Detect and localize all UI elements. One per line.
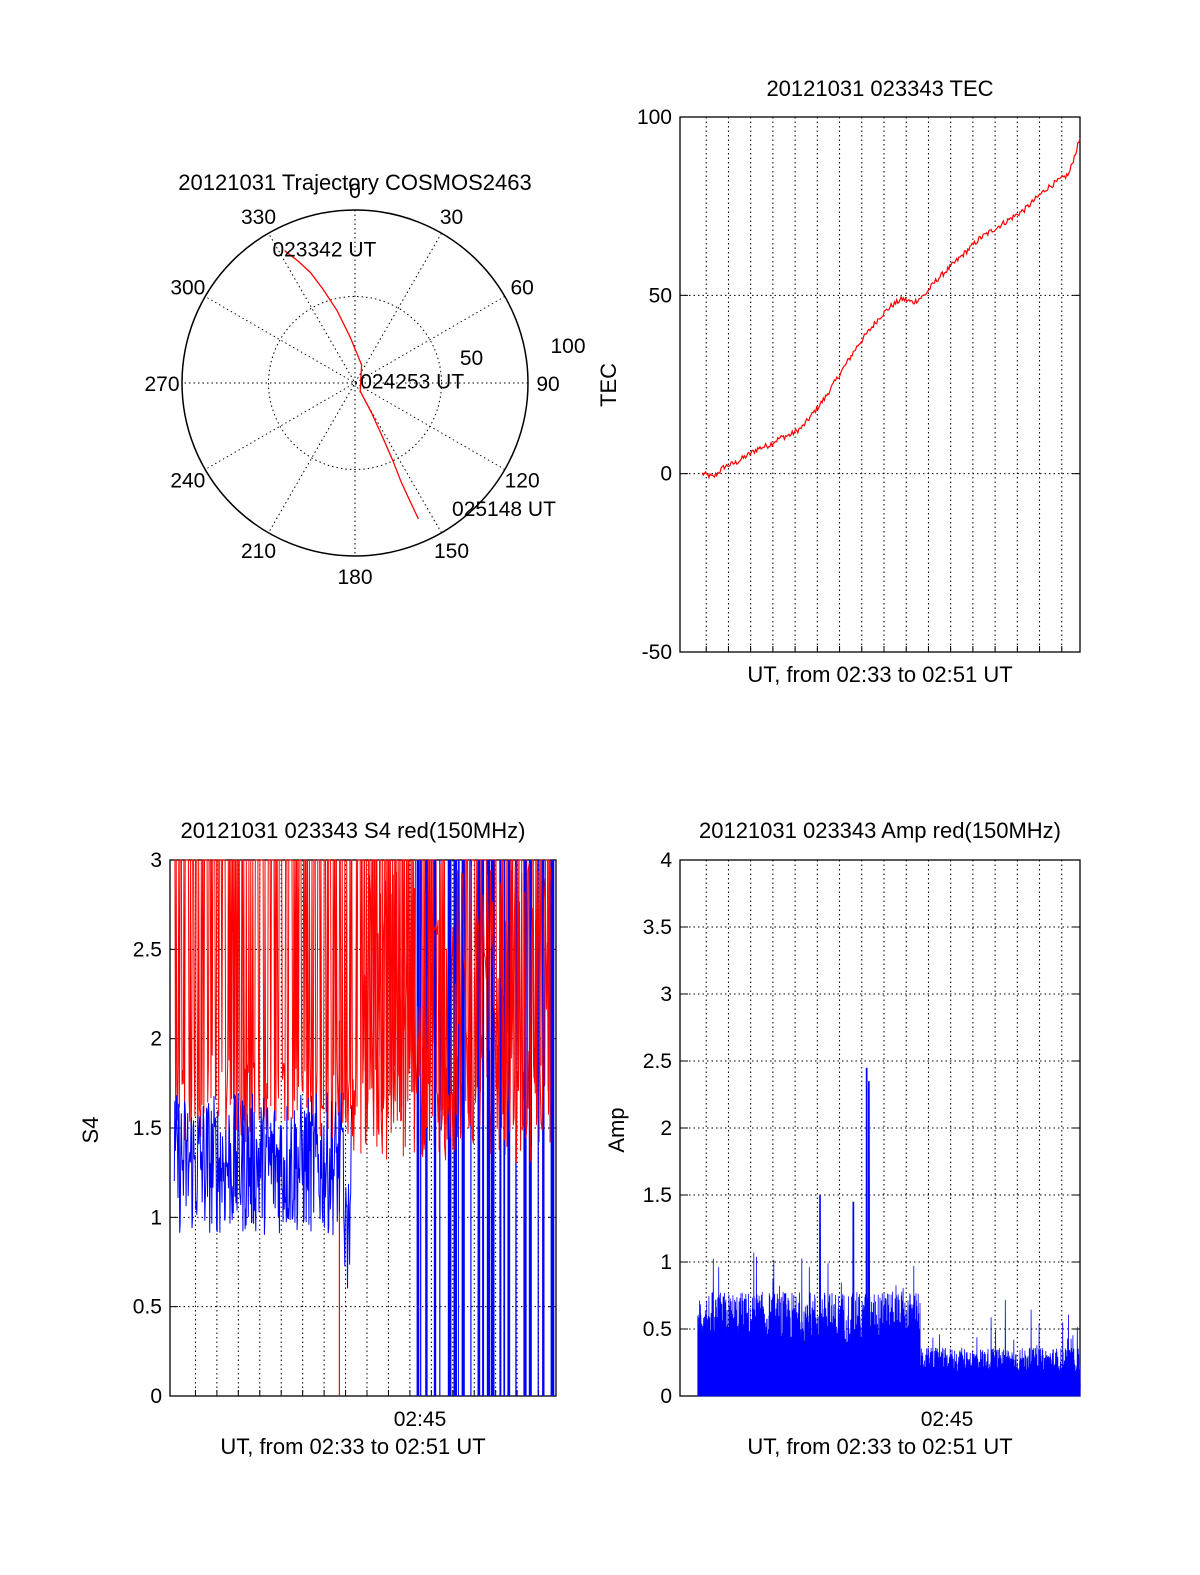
s4-blue-bar — [537, 860, 539, 1396]
polar-azimuth-label: 300 — [170, 277, 205, 300]
amp-ytick-label: 2 — [660, 1117, 672, 1140]
s4-blue-bar — [482, 860, 485, 1396]
amp-ytick-label: 3.5 — [643, 916, 672, 939]
amp-ytick-label: 1 — [660, 1251, 672, 1274]
s4-ytick-label: 0.5 — [133, 1296, 162, 1319]
amp-title: 20121031 023343 Amp red(150MHz) — [699, 818, 1061, 843]
s4-ylabel: S4 — [78, 1117, 103, 1144]
s4-ytick-label: 0 — [150, 1385, 162, 1408]
s4-ytick-label: 1 — [150, 1206, 162, 1229]
polar-trajectory-chart: 20121031 Trajectory COSMOS2463 0 30 60 90 12… — [144, 170, 585, 589]
s4-xlabel: UT, from 02:33 to 02:51 UT — [220, 1434, 485, 1459]
tec-series-line — [701, 138, 1081, 480]
polar-azimuth-label: 270 — [144, 373, 179, 396]
tec-frame — [679, 116, 1081, 653]
s4-blue-bar — [491, 860, 495, 1396]
polar-spoke — [204, 296, 506, 470]
tec-title: 20121031 023343 TEC — [766, 76, 993, 101]
amp-ytick-label: 1.5 — [643, 1184, 672, 1207]
s4-blue-bar — [416, 860, 420, 1396]
s4-blue-bar — [477, 860, 481, 1396]
polar-azimuth-label: 0 — [349, 180, 361, 203]
polar-azimuth-label: 150 — [434, 540, 469, 563]
s4-ytick-label: 2.5 — [133, 938, 162, 961]
tec-ylabel: TEC — [596, 363, 621, 407]
s4-blue-bar — [461, 860, 465, 1396]
s4-blue-bar — [453, 860, 457, 1396]
tec-ytick-label: -50 — [642, 641, 672, 664]
amp-xlabel: UT, from 02:33 to 02:51 UT — [747, 1434, 1012, 1459]
amp-blue-series — [697, 1067, 1081, 1397]
polar-azimuth-label: 60 — [510, 277, 533, 300]
polar-azimuth-label: 240 — [170, 470, 205, 493]
s4-title: 20121031 023343 S4 red(150MHz) — [181, 818, 526, 843]
s4-chart: 20121031 023343 S4 red(150MHz) UT, from … — [78, 818, 557, 1459]
s4-xtick-label: 02:45 — [394, 1408, 447, 1431]
s4-blue-bar — [420, 860, 422, 1396]
s4-blue-bar — [486, 860, 491, 1396]
amp-ytick-label: 2.5 — [643, 1050, 672, 1073]
s4-ytick-label: 3 — [150, 849, 162, 872]
tec-ytick-label: 50 — [649, 284, 672, 307]
s4-blue-bar — [439, 860, 441, 1396]
amp-ytick-label: 4 — [660, 849, 672, 872]
s4-blue-bar — [433, 860, 437, 1396]
amp-chart: 20121031 023343 Amp red(150MHz) UT, from… — [604, 818, 1081, 1459]
polar-azimuth-label: 330 — [241, 206, 276, 229]
s4-blue-bar — [523, 860, 527, 1396]
polar-azimuth-label: 210 — [241, 540, 276, 563]
s4-blue-series — [173, 1092, 353, 1289]
polar-azimuth-label: 30 — [440, 206, 463, 229]
polar-spoke — [204, 296, 506, 470]
s4-blue-bar — [542, 860, 545, 1396]
tec-ytick-label: 0 — [660, 463, 672, 486]
tec-xlabel: UT, from 02:33 to 02:51 UT — [747, 662, 1012, 687]
polar-radial-label: 50 — [460, 347, 483, 370]
amp-ylabel: Amp — [604, 1107, 629, 1152]
polar-title: 20121031 Trajectory COSMOS2463 — [178, 170, 531, 195]
s4-red-overlay — [362, 863, 552, 1163]
s4-blue-bar — [507, 860, 511, 1396]
s4-blue-bar — [499, 860, 502, 1396]
s4-ytick-label: 1.5 — [133, 1117, 162, 1140]
s4-blue-bar — [550, 860, 555, 1396]
polar-annotation: 025148 UT — [452, 498, 556, 521]
polar-annotation: 023342 UT — [272, 239, 376, 262]
s4-blue-bar — [470, 860, 472, 1396]
polar-spoke — [268, 232, 442, 534]
polar-spoke — [268, 232, 442, 534]
amp-ytick-label: 0.5 — [643, 1318, 672, 1341]
polar-radial-label: 100 — [550, 335, 585, 358]
s4-blue-bar — [457, 860, 459, 1396]
amp-ytick-label: 0 — [660, 1385, 672, 1408]
polar-trajectory-line — [284, 250, 419, 520]
polar-azimuth-label: 180 — [337, 566, 372, 589]
tec-chart: 20121031 023343 TEC UT, from 02:33 to 02… — [596, 76, 1081, 687]
amp-xtick-label: 02:45 — [921, 1408, 974, 1431]
amp-ytick-label: 3 — [660, 983, 672, 1006]
polar-azimuth-label: 120 — [505, 470, 540, 493]
tec-ytick-label: 100 — [637, 106, 672, 129]
polar-azimuth-label: 90 — [536, 373, 559, 396]
polar-annotation: 024253 UT — [360, 371, 464, 394]
s4-ytick-label: 2 — [150, 1028, 162, 1051]
